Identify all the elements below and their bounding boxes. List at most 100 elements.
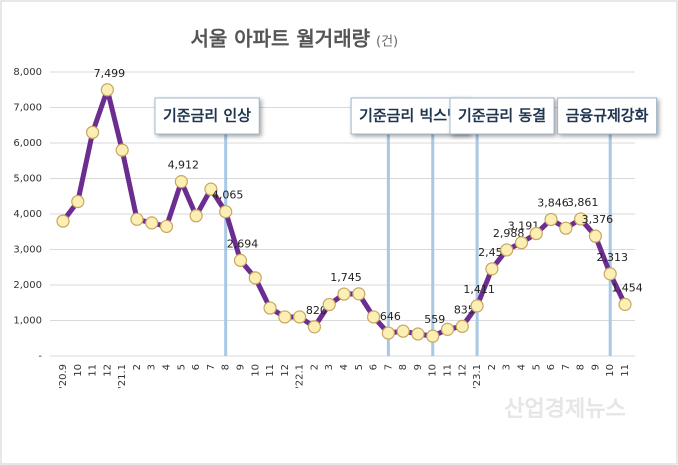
x-tick-label: 5 [531, 364, 542, 370]
x-tick-label: 4 [339, 364, 350, 370]
marker [366, 310, 381, 324]
annotation: 기준금리 동결 [449, 97, 555, 135]
marker [514, 236, 529, 250]
x-tick-label: 11 [620, 364, 631, 377]
x-tick-label: 7 [206, 364, 217, 370]
annotation-box [557, 97, 658, 135]
marker [278, 310, 292, 324]
marker [100, 83, 114, 97]
x-tick-label: 12 [457, 364, 468, 377]
marker [233, 253, 248, 267]
x-tick-label: 3 [502, 364, 513, 370]
marker [307, 320, 322, 334]
x-tick-label: 9 [235, 364, 246, 370]
value-label: 3,846 [537, 196, 569, 209]
x-tick-label: 10 [428, 364, 439, 377]
value-label: 2,694 [227, 237, 259, 250]
value-label: 3,861 [567, 196, 599, 209]
x-tick-label: 6 [369, 364, 380, 370]
x-tick-label: 11 [88, 364, 99, 377]
marker [440, 322, 455, 336]
y-tick-label: 1,000 [13, 316, 42, 327]
x-tick-label: 8 [221, 364, 232, 370]
marker [470, 299, 484, 313]
marker [174, 175, 188, 189]
watermark: 산업경제뉴스 [504, 397, 625, 422]
x-tick-label: 2 [132, 364, 143, 370]
value-label: 820 [306, 304, 327, 317]
x-tick-label: 10 [73, 364, 84, 377]
marker [603, 267, 617, 281]
marker [204, 182, 218, 196]
marker [500, 243, 514, 257]
marker [337, 287, 351, 301]
value-label: 2,313 [596, 251, 628, 264]
y-tick-label: 6,000 [13, 138, 42, 149]
y-tick-label: 4,000 [13, 209, 42, 220]
x-tick-label: 2 [487, 364, 498, 370]
x-tick-label: 8 [398, 364, 409, 370]
annotation: 기준금리 인상 [154, 97, 260, 135]
x-tick-label: 4 [516, 364, 527, 370]
value-label: 3,376 [582, 213, 614, 226]
x-tick-label: 10 [605, 364, 616, 377]
value-label: 559 [424, 313, 445, 326]
marker [544, 212, 558, 227]
x-tick-label: 4 [162, 364, 173, 370]
x-tick-label: '21.1 [117, 364, 128, 389]
annotation-box [449, 97, 555, 135]
annotation-text: 금융규제강화 [566, 107, 649, 125]
x-tick-label: 8 [576, 364, 587, 370]
marker [618, 297, 632, 311]
y-tick-label: 2,000 [13, 280, 42, 291]
y-tick-label: 3,000 [13, 245, 42, 256]
annotation-box [350, 97, 470, 135]
value-label: 1,411 [463, 283, 495, 296]
y-tick-label: - [38, 351, 42, 362]
x-tick-label: 6 [191, 364, 202, 370]
marker [352, 287, 366, 301]
marker [588, 229, 603, 243]
x-tick-label: 9 [590, 364, 601, 370]
marker [485, 262, 499, 276]
annotation: 기준금리 빅스텝 [350, 97, 470, 135]
x-tick-label: 12 [280, 364, 291, 377]
annotation-text: 기준금리 빅스텝 [359, 107, 461, 125]
value-label: 1,745 [330, 271, 362, 284]
y-tick-label: 8,000 [13, 67, 42, 78]
x-tick-label: '22.1 [295, 364, 306, 389]
marker [263, 301, 277, 315]
value-label: 1,454 [611, 281, 643, 294]
unit-label: (건) [376, 35, 398, 50]
marker [396, 324, 410, 338]
marker [529, 226, 543, 241]
x-tick-label: '20.9 [58, 364, 69, 389]
marker [574, 212, 588, 226]
marker [115, 143, 129, 157]
marker [426, 329, 440, 343]
marker [381, 326, 395, 340]
annotation: 금융규제강화 [557, 97, 658, 135]
marker [322, 297, 336, 312]
marker [411, 327, 425, 341]
marker [559, 221, 573, 235]
marker [130, 212, 144, 226]
value-label: 4,065 [212, 189, 244, 202]
marker [159, 219, 174, 234]
x-tick-label: 11 [265, 364, 276, 377]
marker [293, 310, 307, 324]
marker [455, 319, 469, 333]
marker [85, 125, 100, 139]
marker [189, 209, 203, 223]
marker [56, 214, 70, 228]
x-tick-label: 12 [102, 364, 113, 377]
y-tick-label: 5,000 [13, 174, 42, 185]
x-tick-label: 5 [354, 364, 365, 370]
x-tick-label: 10 [250, 364, 261, 377]
x-tick-label: 7 [561, 364, 572, 370]
y-tick-label: 7,000 [13, 103, 42, 114]
value-label: 835 [454, 303, 475, 316]
annotation-text: 기준금리 동결 [458, 107, 546, 125]
x-tick-label: 3 [147, 364, 158, 370]
